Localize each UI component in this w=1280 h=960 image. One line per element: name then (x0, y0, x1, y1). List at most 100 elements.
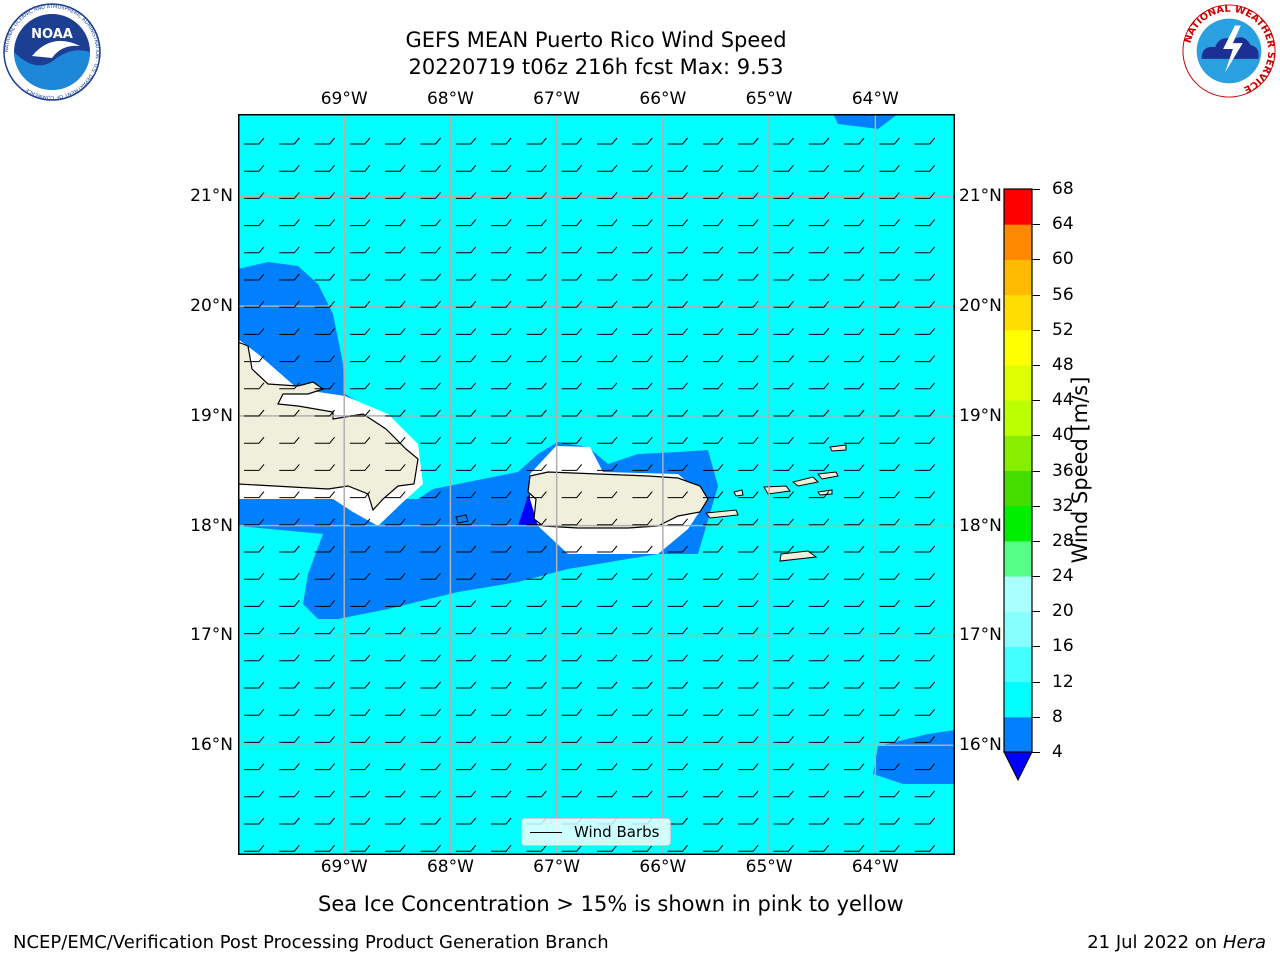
colorbar-segment (1004, 646, 1032, 683)
wind-barb (844, 844, 865, 852)
wind-barb (526, 627, 547, 635)
wind-barb (561, 137, 583, 145)
wind-barb (702, 137, 724, 145)
wind-barb (561, 192, 583, 199)
wind-barb (561, 600, 583, 607)
wind-barb (597, 844, 618, 852)
lat-tick-right: 16°N (959, 735, 1002, 756)
wind-barb (244, 464, 265, 471)
colorbar-tick-mark (1032, 505, 1040, 507)
wind-barb (279, 572, 300, 580)
wind-barb (597, 328, 618, 335)
colorbar-tick-mark (1032, 189, 1040, 190)
wind-barb (314, 736, 335, 743)
wind-barb (561, 518, 583, 526)
wind-barb (349, 545, 371, 553)
wind-barb (526, 464, 547, 471)
wind-barb (279, 273, 300, 281)
nws-logo: NATIONAL WEATHER SERVICE (1182, 4, 1276, 98)
wind-barb (491, 464, 512, 471)
wind-barb (667, 518, 688, 526)
wind-barb (279, 409, 300, 417)
wind-barb (632, 627, 653, 635)
wind-barb (561, 763, 583, 771)
wind-barb (314, 708, 335, 716)
lon-tick-bottom: 67°W (533, 857, 581, 877)
wind-barb (455, 627, 477, 635)
wind-barb (632, 654, 653, 662)
wind-barb (808, 627, 830, 635)
wind-barb (420, 436, 441, 444)
land-anegada (829, 444, 847, 452)
wind-barb (420, 817, 441, 825)
wind-barb (914, 518, 936, 526)
wind-barb (491, 708, 512, 716)
wind-barb (244, 328, 265, 335)
land-mona-island (455, 514, 469, 524)
colorbar-segment (1004, 294, 1032, 331)
wind-barb (702, 545, 724, 553)
wind-barb (455, 382, 477, 390)
footer-host: Hera (1222, 932, 1266, 953)
wind-barb (738, 137, 759, 145)
wind-barb (597, 246, 618, 254)
wind-barb (667, 137, 688, 145)
wind-barb (279, 681, 300, 689)
wind-barb (667, 817, 688, 825)
wind-barb (879, 409, 900, 417)
wind-barb (244, 491, 265, 499)
wind-barb (738, 572, 759, 580)
colorbar-tick-mark (1032, 329, 1040, 331)
wind-barb (455, 192, 477, 199)
colorbar-tick-mark (1032, 224, 1040, 226)
wind-barb (667, 273, 688, 281)
wind-barb (349, 790, 371, 798)
wind-barb (420, 681, 441, 689)
wind-barb (914, 736, 936, 743)
wind-barb (667, 763, 688, 771)
wind-barb (597, 382, 618, 390)
wind-barb (808, 790, 830, 798)
wind-barb (914, 545, 936, 553)
wind-barb (808, 409, 830, 417)
wind-barb (808, 436, 830, 444)
colorbar-segment (1004, 681, 1032, 718)
wind-barb (773, 355, 794, 363)
wind-barb (773, 681, 794, 689)
wind-barb (314, 409, 335, 417)
wind-barb (808, 382, 830, 390)
wind-barb (314, 545, 335, 553)
wind-barb (244, 246, 265, 254)
colorbar-segment (1004, 400, 1032, 436)
wind-barb (632, 436, 653, 444)
wind-barb (667, 736, 688, 743)
wind-barb (773, 192, 794, 199)
wind-barb (844, 300, 865, 308)
colorbar-tick-label: 12 (1052, 671, 1074, 692)
wind-barb (491, 355, 512, 363)
wind-barb (597, 572, 618, 580)
wind-barb (914, 409, 936, 417)
wind-barb (632, 708, 653, 716)
wind-barb (491, 409, 512, 417)
wind-barb (349, 300, 371, 308)
wind-barb (561, 409, 583, 417)
wind-barb (491, 137, 512, 145)
wind-barb (455, 572, 477, 580)
wind-barb (914, 654, 936, 662)
wind-barb (914, 681, 936, 689)
wind-barb (844, 708, 865, 716)
wind-barb (702, 736, 724, 743)
wind-barb (632, 328, 653, 335)
wind-barb (773, 817, 794, 825)
wind-barb (526, 436, 547, 444)
lat-tick-left: 16°N (190, 735, 233, 756)
wind-barb (385, 246, 406, 254)
wind-barb (279, 164, 300, 172)
wind-barb (738, 844, 759, 852)
wind-barb (455, 681, 477, 689)
wind-barb (491, 600, 512, 607)
wind-barb (561, 328, 583, 335)
wind-barb (844, 545, 865, 553)
wind-barb (597, 708, 618, 716)
